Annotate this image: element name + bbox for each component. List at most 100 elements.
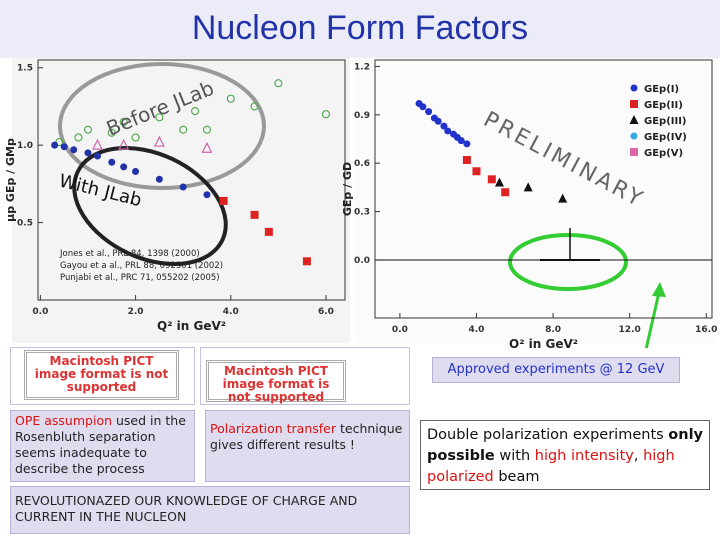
point [463,140,471,148]
reference: Punjabi et al., PRC 71, 055202 (2005) [60,273,220,283]
y-tick-label: 0.3 [354,208,370,218]
point [302,257,311,266]
point [440,122,448,130]
highlight: Polarization transfer [210,421,336,436]
point [51,141,59,149]
x-axis-label: Q² in GeV² [157,319,226,333]
y-tick-label: 1.2 [354,62,370,72]
point [523,182,533,192]
point [321,110,331,119]
arrow-head [652,282,666,297]
text: technique gives different results ! [210,421,403,452]
y-axis-label: GEp / GD [341,162,354,216]
point [250,210,259,219]
point [153,135,165,147]
point [630,100,638,108]
text: beam [493,469,540,485]
point [630,84,638,92]
pict-frame-1 [10,347,195,405]
legend-label: GEp(II) [644,100,683,111]
x-tick-label: 0.0 [392,325,408,335]
x-tick-label: 16.0 [695,325,717,335]
legend-label: GEp(V) [644,148,683,159]
pol-box: Polarization transfer technique gives di… [205,410,410,482]
plots: 0.0 2.0 4.0 6.0 0.5 1.0 1.5 Q² in GeV² μp GEp / … [4,58,717,348]
point [487,175,496,184]
point [219,196,228,205]
x-tick-label: 4.0 [469,325,485,335]
point [70,146,78,154]
point [179,125,188,134]
revolution-box: REVOLUTIONAZED OUR KNOWLEDGE OF CHARGE A… [10,486,410,534]
point [425,108,433,116]
point [202,125,212,134]
y-tick-label: 0.5 [17,219,33,229]
point [419,103,427,111]
point [107,128,116,137]
y-tick-label: 0.6 [354,159,370,169]
text: Double polarization experiments [427,427,669,443]
y-axis-label: μp GEp / GMp [4,138,17,222]
text: with [494,448,535,464]
x-tick-label: 6.0 [318,307,334,317]
plot-frame [374,59,713,319]
point [118,138,130,150]
highlight: high intensity [534,448,634,464]
point [155,175,163,183]
point [84,149,92,157]
point [472,167,481,176]
point [92,138,103,150]
legend-label: GEp(III) [644,116,687,127]
x-tick-label: 12.0 [619,325,641,335]
point [132,167,140,175]
point [203,191,211,199]
point [120,163,128,171]
pict-1: Macintosh PICT image format is not suppo… [24,350,179,400]
bold: only possible [427,427,704,464]
point [630,132,638,140]
x-tick-label: 8.0 [545,325,561,335]
point [434,117,442,125]
point [629,115,639,124]
approved-ellipse [508,233,628,291]
point [131,133,140,142]
point [179,183,187,191]
point [250,102,259,111]
point [190,106,200,116]
point [274,79,283,88]
point [155,113,164,122]
y-tick-label: 1.0 [17,141,33,151]
x-tick-label: 0.0 [32,307,48,317]
y-tick-label: 1.5 [17,64,33,74]
point [226,94,235,103]
point [494,177,504,187]
legend-label: GEp(IV) [644,132,687,143]
point [93,152,101,160]
approved-label: Approved experiments @ 12 GeV [432,357,680,383]
text: used in the Rosenbluth separation seems … [15,413,186,476]
x-axis-label: Q² in GeV² [509,337,578,348]
before-ellipse [58,62,266,190]
text: , [633,448,644,464]
y-tick-label: 0.0 [354,256,370,266]
pict-frame-2 [200,347,410,405]
point [630,148,638,156]
point [558,193,568,203]
highlight: OPE assumpion [15,413,113,428]
legend-label: GEp(I) [644,84,679,95]
with-ellipse [72,145,228,267]
highlight: high polarized [427,448,675,485]
ope-box: OPE assumpion used in the Rosenbluth sep… [10,410,195,482]
y-tick-label: 0.9 [354,111,370,121]
slide-title: Nucleon Form Factors [0,0,720,58]
pict-2: Macintosh PICT image format is not suppo… [206,360,346,404]
point [457,137,465,145]
point [83,125,93,134]
point [201,141,213,153]
x-tick-label: 4.0 [223,307,239,317]
point [462,155,471,164]
point [444,127,452,135]
point [501,188,510,197]
double-box: Double polarization experiments only pos… [420,420,710,490]
